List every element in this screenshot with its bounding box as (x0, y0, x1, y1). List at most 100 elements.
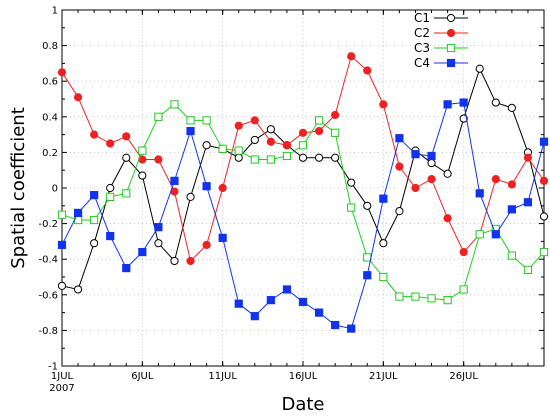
y-tick-label: 0.4 (42, 112, 58, 123)
series-c2-point (154, 155, 163, 164)
series-c3-point (523, 265, 533, 274)
series-c4-point (266, 296, 275, 305)
series-c4-point (282, 285, 292, 294)
series-c1-point (73, 285, 83, 294)
y-tick-label: -0.8 (38, 326, 58, 337)
y-tick-label: 0.8 (42, 41, 58, 52)
series-c3-point (170, 100, 179, 109)
series-c4 (57, 98, 549, 333)
series-c2-point (282, 141, 292, 150)
series-c2-point (331, 110, 340, 120)
series-c1-point (106, 183, 115, 193)
y-tick-label: 0.6 (42, 77, 58, 88)
series-c4-point (363, 271, 372, 280)
series-c2-point (443, 214, 452, 223)
series-c1-point (170, 256, 179, 266)
series-c1-point (363, 201, 372, 210)
series-c1-point (507, 103, 516, 113)
legend-marker-c3 (446, 43, 456, 53)
series-c3-point (90, 215, 99, 225)
series-c3-point (266, 155, 275, 164)
y-tick-label: 1 (52, 6, 58, 17)
series-c3-point (459, 285, 468, 294)
y-axis-title: Spatial coefficient (8, 107, 29, 269)
series-c2-point (90, 130, 99, 139)
series-c4-point (379, 194, 388, 203)
series-c3-point (379, 272, 388, 282)
x-tick-label: 1JUL (51, 371, 74, 382)
series-c4-point (186, 126, 195, 136)
series-c3-point (138, 146, 147, 155)
series-c4-point (411, 150, 420, 159)
legend-label-c3: C3 (414, 41, 430, 55)
series-c1-point (266, 125, 275, 134)
series-c3-point (427, 294, 436, 303)
series-c1-point (154, 239, 163, 248)
series-c4-point (250, 312, 259, 321)
series-c3-point (363, 253, 372, 262)
series-c2-point (395, 162, 404, 171)
series-c1-point (186, 192, 195, 201)
legend-label-c2: C2 (414, 26, 430, 40)
series-c2-point (491, 175, 500, 184)
y-tick-label: -0.2 (38, 219, 58, 230)
series-c1-point (347, 178, 356, 187)
series-c3-point (122, 189, 131, 198)
series-c3-point (411, 292, 420, 301)
series-c1-point (57, 281, 67, 290)
x-tick-label: 6JUL (131, 371, 154, 382)
x-tick-label: 26JUL (449, 371, 478, 382)
series-c2-point (379, 100, 388, 109)
grid (62, 10, 544, 366)
series-c2-point (250, 116, 259, 125)
y-tick-label: -0.6 (38, 290, 58, 301)
series-c4-point (347, 324, 356, 333)
series-c3-point (57, 210, 67, 219)
x-tick-label: 21JUL (369, 371, 398, 382)
series-c4-point (395, 134, 404, 143)
series-c4-point (523, 198, 533, 207)
series-c1-point (539, 212, 549, 221)
series-c2-point (106, 139, 115, 148)
series-c3 (57, 100, 549, 305)
y-tick-label: -0.4 (38, 255, 58, 266)
series-c2-point (73, 93, 83, 102)
series-c1-point (314, 153, 324, 162)
series-c4-point (170, 176, 179, 185)
series-c3-point (331, 128, 340, 137)
series-c3-point (250, 155, 259, 164)
series-c3-point (234, 146, 243, 155)
legend-item-c1: C1 (414, 11, 468, 25)
series-c2-point (234, 121, 243, 130)
series-c1-point (379, 239, 388, 248)
series-c4-point (539, 137, 549, 146)
legend-marker-c2 (446, 28, 456, 38)
series-c3-point (218, 144, 227, 153)
series-c2-point (539, 176, 549, 185)
y-tick-label: 0 (52, 184, 58, 195)
series-c1-point (122, 153, 131, 162)
series-c1-point (443, 169, 452, 178)
axis-ticks: 1 0.8 0.6 0.4 0.2 0 -0.2 -0.4 -0.6 -0.8 -11JUL2007… (38, 6, 545, 394)
x-tick-sublabel: 2007 (49, 383, 74, 394)
series-c1-point (395, 207, 404, 216)
series-c1-point (475, 64, 484, 73)
series-c4-point (443, 100, 452, 109)
series-c4-point (106, 231, 115, 241)
series-c2-point (218, 183, 227, 193)
series-c4-point (507, 205, 516, 214)
series-c2-point (57, 68, 67, 77)
series-c3-point (186, 116, 195, 125)
series-c4-point (314, 308, 324, 317)
series-c4-point (138, 247, 147, 257)
legend-label-c4: C4 (414, 56, 430, 70)
series-c2-point (298, 128, 308, 137)
legend-item-c3: C3 (414, 41, 468, 55)
series-c2-point (186, 256, 195, 266)
series-c2-point (507, 180, 516, 189)
series-c3-point (347, 203, 356, 212)
series-c4-point (57, 240, 67, 250)
